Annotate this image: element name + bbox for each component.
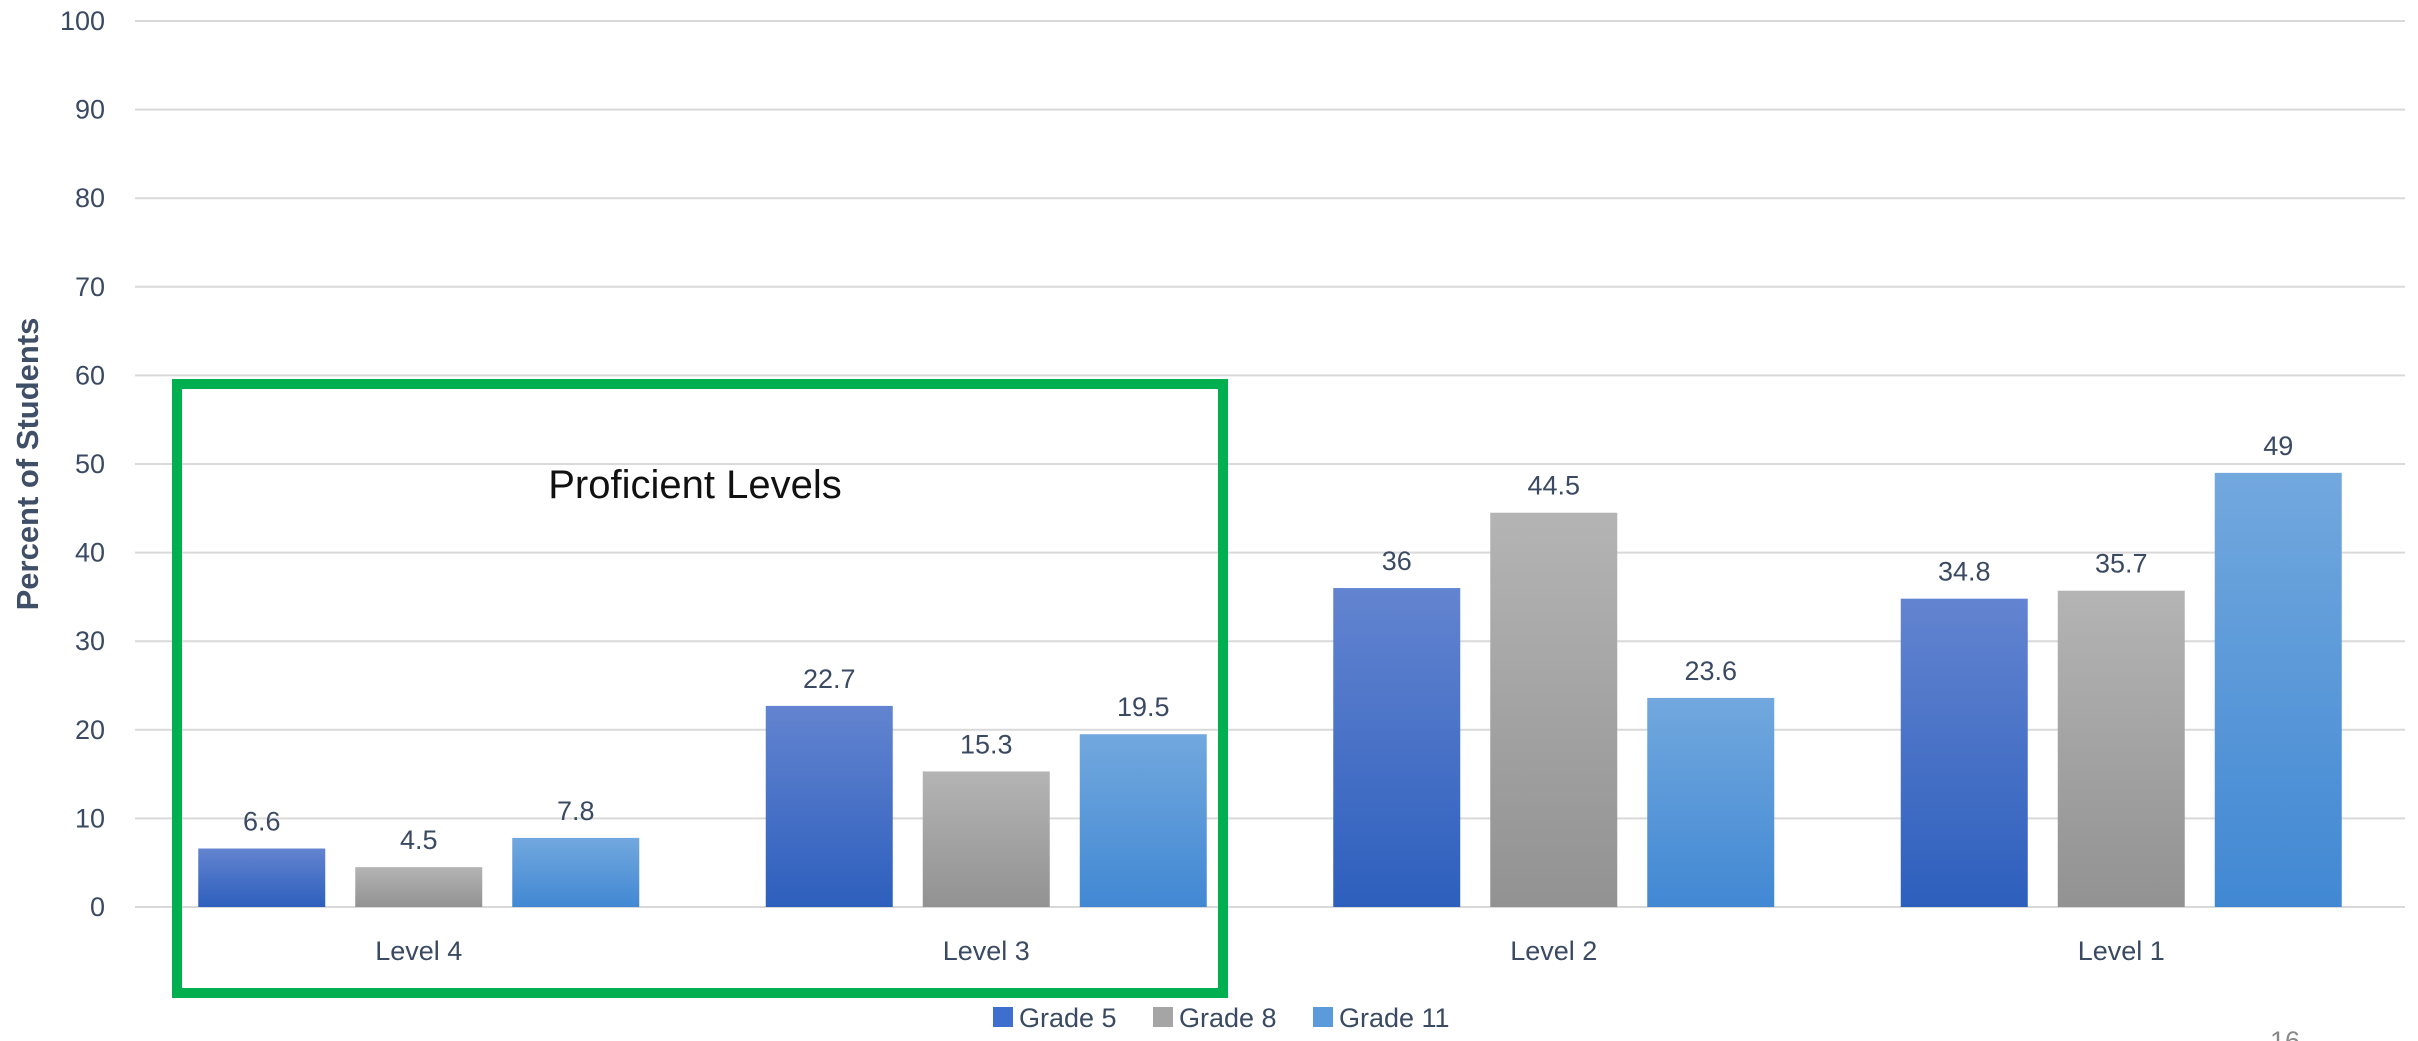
bar-level-3-grade-8 bbox=[922, 771, 1050, 907]
x-tick-label: Level 2 bbox=[1510, 936, 1597, 966]
data-label: 6.6 bbox=[243, 807, 281, 837]
bar-level-2-grade-8 bbox=[1490, 512, 1618, 907]
x-tick-label: Level 3 bbox=[943, 936, 1030, 966]
y-tick-label: 70 bbox=[75, 272, 105, 302]
y-axis-ticks: 0 10 20 30 40 50 60 70 80 90 100 bbox=[60, 6, 105, 922]
y-tick-label: 10 bbox=[75, 803, 105, 833]
bar-level-1-grade-11 bbox=[2214, 472, 2342, 907]
x-axis-categories: Level 4 Level 3 Level 2 Level 1 bbox=[375, 936, 2165, 966]
bars bbox=[198, 472, 2342, 907]
x-tick-label: Level 1 bbox=[2078, 936, 2165, 966]
proficient-levels-box bbox=[172, 379, 1228, 998]
bar-level-4-grade-5 bbox=[198, 848, 326, 907]
legend-label: Grade 5 bbox=[1019, 1003, 1117, 1033]
legend-swatch-grade-11 bbox=[1313, 1007, 1333, 1027]
bar-level-2-grade-5 bbox=[1333, 588, 1461, 907]
data-label: 49 bbox=[2263, 431, 2293, 461]
data-labels: 6.6 4.5 7.8 22.7 15.3 19.5 36 44.5 23.6 34.8 35.7 4… bbox=[243, 431, 2293, 855]
data-label: 15.3 bbox=[960, 729, 1013, 759]
legend-swatch-grade-8 bbox=[1153, 1007, 1173, 1027]
proficient-levels-label: Proficient Levels bbox=[548, 463, 841, 507]
bar-level-2-grade-11 bbox=[1647, 697, 1775, 907]
y-tick-label: 40 bbox=[75, 538, 105, 568]
gridlines bbox=[135, 20, 2405, 908]
page-number: 16 bbox=[2270, 1026, 2300, 1041]
y-tick-label: 90 bbox=[75, 95, 105, 125]
bar-level-1-grade-8 bbox=[2057, 590, 2185, 907]
data-label: 19.5 bbox=[1117, 692, 1170, 722]
legend-label: Grade 11 bbox=[1339, 1003, 1450, 1033]
data-label: 36 bbox=[1382, 546, 1412, 576]
legend-swatch-grade-5 bbox=[993, 1007, 1013, 1027]
data-label: 34.8 bbox=[1938, 557, 1991, 587]
bar-level-3-grade-5 bbox=[765, 705, 893, 907]
y-tick-label: 0 bbox=[90, 892, 105, 922]
y-tick-label: 50 bbox=[75, 449, 105, 479]
y-tick-label: 100 bbox=[60, 6, 105, 36]
data-label: 44.5 bbox=[1527, 471, 1580, 501]
data-label: 7.8 bbox=[557, 796, 595, 826]
data-label: 35.7 bbox=[2095, 549, 2148, 579]
bar-level-1-grade-5 bbox=[1900, 598, 2028, 907]
bar-level-4-grade-8 bbox=[355, 867, 483, 907]
bar-level-3-grade-11 bbox=[1079, 734, 1207, 907]
x-tick-label: Level 4 bbox=[375, 936, 462, 966]
data-label: 23.6 bbox=[1684, 656, 1737, 686]
y-tick-label: 60 bbox=[75, 360, 105, 390]
y-tick-label: 30 bbox=[75, 626, 105, 656]
data-label: 4.5 bbox=[400, 825, 438, 855]
legend-label: Grade 8 bbox=[1179, 1003, 1277, 1033]
y-tick-label: 80 bbox=[75, 183, 105, 213]
data-label: 22.7 bbox=[803, 664, 856, 694]
y-axis-label: Percent of Students bbox=[10, 318, 45, 611]
bar-level-4-grade-11 bbox=[512, 837, 640, 907]
legend: Grade 5 Grade 8 Grade 11 bbox=[993, 1003, 1450, 1033]
y-tick-label: 20 bbox=[75, 715, 105, 745]
